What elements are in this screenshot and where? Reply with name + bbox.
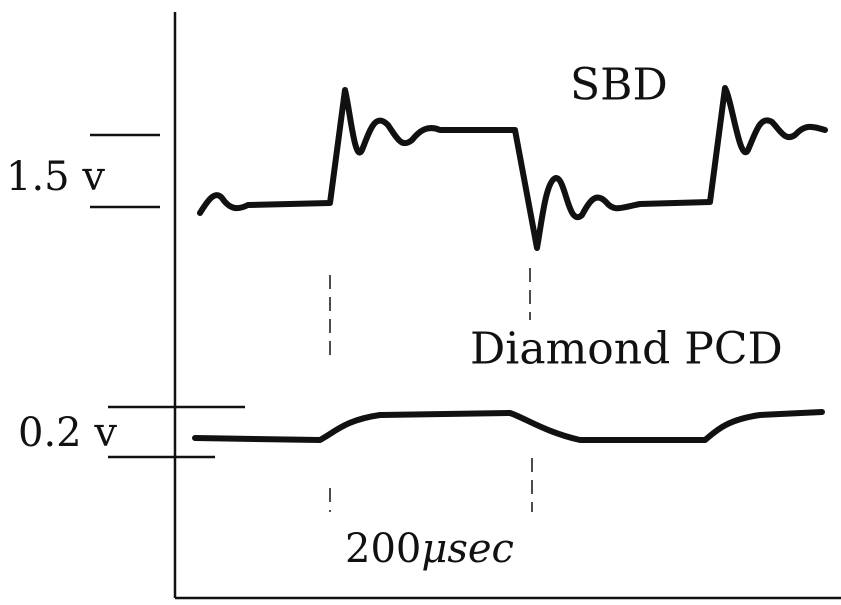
time-scale-value: 200 [345,526,421,572]
time-scale-label: 200μsec [345,526,514,572]
scale-label: 0.2 v [18,410,117,456]
scale-label: 1.5 v [6,154,105,200]
sbd-trace [197,85,828,251]
pcd-trace [192,409,825,443]
time-scale-unit: μsec [421,526,514,572]
trace-label: Diamond PCD [470,324,783,375]
trace-label: SBD [570,60,668,111]
